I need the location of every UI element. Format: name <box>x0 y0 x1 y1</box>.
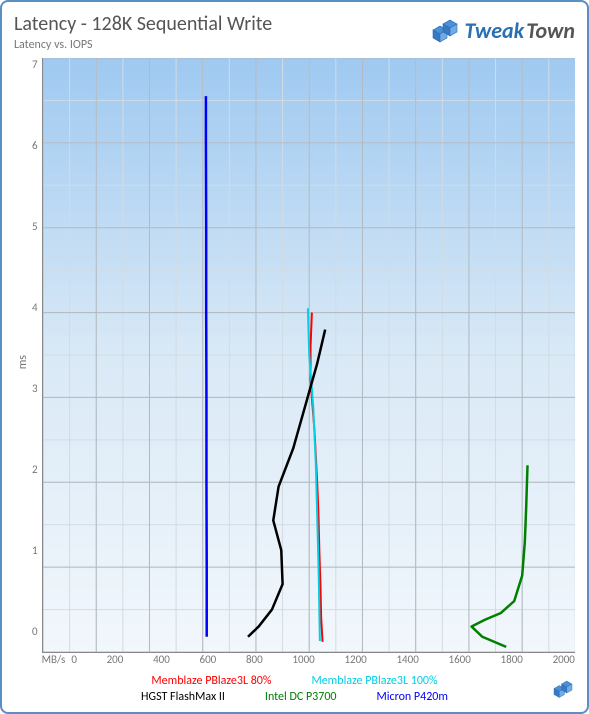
chart-title: Latency - 128K Sequential Write <box>14 12 272 36</box>
x-tick-label: 1200 <box>344 653 366 666</box>
y-axis-label: ms <box>14 355 32 369</box>
plot-svg <box>43 58 575 652</box>
legend-row: Memblaze PBlaze3L 80% Memblaze PBlaze3L 1… <box>14 674 575 688</box>
legend-item: Intel DC P3700 <box>265 690 337 704</box>
x-tick-label: 0 <box>71 653 77 666</box>
y-tick-label: 3 <box>32 382 38 395</box>
series-line <box>248 330 325 637</box>
x-axis-ticks: 0 200 400 600 800 1000 1200 1400 1600 1800 2000 <box>71 653 575 666</box>
x-tick-label: 1000 <box>292 653 314 666</box>
x-tick-label: 200 <box>107 653 124 666</box>
x-axis-label: MB/s <box>42 653 72 666</box>
legend: Memblaze PBlaze3L 80% Memblaze PBlaze3L 1… <box>14 674 575 704</box>
x-tick-label: 1400 <box>396 653 418 666</box>
series-line <box>471 465 527 647</box>
y-tick-label: 7 <box>32 58 38 71</box>
y-tick-label: 4 <box>32 301 38 314</box>
series-line <box>205 96 206 637</box>
y-tick-label: 0 <box>32 625 38 638</box>
plot-wrap: ms 7 6 5 4 3 2 1 0 MB/s 0 200 400 600 800 1000 1200 14… <box>14 58 575 666</box>
x-tick-label: 600 <box>200 653 217 666</box>
legend-item: HGST FlashMax II <box>141 690 225 704</box>
y-axis-ticks: 7 6 5 4 3 2 1 0 <box>32 58 42 666</box>
legend-item: Memblaze PBlaze3L 80% <box>151 674 271 688</box>
title-block: Latency - 128K Sequential Write Latency … <box>14 12 272 52</box>
brand-word-2: Town <box>526 17 575 44</box>
x-tick-label: 800 <box>246 653 263 666</box>
chart-container: Latency - 128K Sequential Write Latency … <box>0 0 589 714</box>
y-tick-label: 5 <box>32 220 38 233</box>
x-axis-row: MB/s 0 200 400 600 800 1000 1200 1400 1600 1800 20… <box>42 653 575 666</box>
x-tick-label: 400 <box>153 653 170 666</box>
chart-header: Latency - 128K Sequential Write Latency … <box>14 12 575 52</box>
x-tick-label: 2000 <box>553 653 575 666</box>
corner-brand-icon <box>549 675 577 704</box>
legend-row: HGST FlashMax II Intel DC P3700 Micron P42… <box>14 690 575 704</box>
legend-item: Micron P420m <box>377 690 448 704</box>
brand-logo: TweakTown <box>427 12 575 49</box>
brand-icon <box>427 12 463 49</box>
y-tick-label: 6 <box>32 139 38 152</box>
chart-subtitle: Latency vs. IOPS <box>14 38 272 52</box>
x-tick-label: 1600 <box>449 653 471 666</box>
y-tick-label: 1 <box>32 544 38 557</box>
brand-word-1: Tweak <box>465 17 525 44</box>
plot-area <box>42 58 575 653</box>
plot-column: MB/s 0 200 400 600 800 1000 1200 1400 1600 1800 20… <box>42 58 575 666</box>
y-tick-label: 2 <box>32 463 38 476</box>
x-tick-label: 1800 <box>501 653 523 666</box>
legend-item: Memblaze PBlaze3L 100% <box>311 674 437 688</box>
